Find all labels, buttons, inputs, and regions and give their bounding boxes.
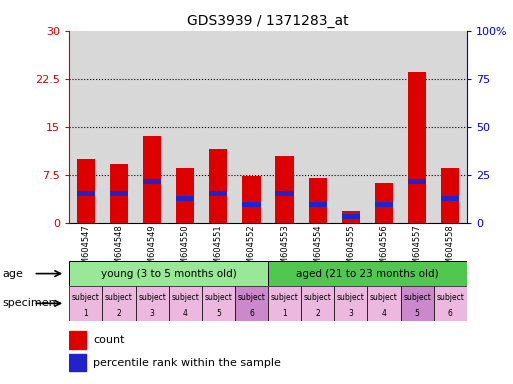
Bar: [135, 286, 169, 321]
Bar: [275, 156, 294, 223]
Text: percentile rank within the sample: percentile rank within the sample: [93, 358, 281, 367]
Bar: [103, 286, 135, 321]
Bar: [408, 179, 426, 184]
Text: subject: subject: [337, 293, 365, 302]
Text: 1: 1: [84, 308, 88, 318]
Text: specimen: specimen: [3, 298, 56, 308]
Text: young (3 to 5 months old): young (3 to 5 months old): [101, 268, 236, 279]
Text: 3: 3: [348, 308, 353, 318]
Bar: [143, 179, 161, 184]
Text: 6: 6: [448, 308, 452, 318]
Text: 6: 6: [249, 308, 254, 318]
Bar: [242, 202, 261, 207]
Bar: [169, 286, 202, 321]
Bar: [309, 202, 327, 207]
Text: 2: 2: [116, 308, 122, 318]
Text: 4: 4: [183, 308, 188, 318]
Text: 4: 4: [382, 308, 386, 318]
Bar: [268, 261, 467, 286]
Bar: [176, 168, 194, 223]
Bar: [202, 286, 235, 321]
Bar: [401, 31, 433, 223]
Bar: [242, 176, 261, 223]
Bar: [103, 31, 135, 223]
Bar: [441, 196, 459, 201]
Text: 1: 1: [282, 308, 287, 318]
Bar: [135, 31, 169, 223]
Text: 5: 5: [415, 308, 420, 318]
Text: subject: subject: [72, 293, 100, 302]
Text: aged (21 to 23 months old): aged (21 to 23 months old): [296, 268, 439, 279]
Text: subject: subject: [204, 293, 232, 302]
Text: 2: 2: [315, 308, 320, 318]
Bar: [69, 286, 103, 321]
Text: subject: subject: [171, 293, 199, 302]
Bar: [268, 286, 301, 321]
Bar: [77, 159, 95, 223]
Text: subject: subject: [105, 293, 133, 302]
Text: subject: subject: [370, 293, 398, 302]
Bar: [235, 286, 268, 321]
Text: subject: subject: [138, 293, 166, 302]
Text: subject: subject: [271, 293, 299, 302]
Bar: [69, 354, 86, 371]
Bar: [209, 149, 227, 223]
Text: subject: subject: [304, 293, 332, 302]
Bar: [275, 191, 294, 197]
Bar: [110, 164, 128, 223]
Bar: [69, 31, 103, 223]
Bar: [268, 31, 301, 223]
Text: 3: 3: [150, 308, 154, 318]
Bar: [441, 168, 459, 223]
Bar: [202, 31, 235, 223]
Text: subject: subject: [403, 293, 431, 302]
Bar: [334, 286, 367, 321]
Bar: [301, 31, 334, 223]
Bar: [176, 196, 194, 201]
Bar: [367, 31, 401, 223]
Text: 5: 5: [216, 308, 221, 318]
Bar: [143, 136, 161, 223]
Bar: [209, 191, 227, 197]
Bar: [110, 191, 128, 197]
Bar: [309, 178, 327, 223]
Bar: [408, 72, 426, 223]
Bar: [401, 286, 433, 321]
Bar: [342, 214, 360, 219]
Bar: [433, 31, 467, 223]
Bar: [169, 31, 202, 223]
Text: count: count: [93, 335, 125, 345]
Bar: [301, 286, 334, 321]
Bar: [375, 183, 393, 223]
Bar: [375, 202, 393, 207]
Bar: [334, 31, 367, 223]
Text: subject: subject: [238, 293, 265, 302]
Text: age: age: [3, 268, 24, 279]
Bar: [235, 31, 268, 223]
Bar: [77, 191, 95, 197]
Title: GDS3939 / 1371283_at: GDS3939 / 1371283_at: [187, 14, 349, 28]
Text: subject: subject: [437, 293, 464, 302]
Bar: [367, 286, 401, 321]
Bar: [69, 331, 86, 349]
Bar: [342, 211, 360, 223]
Bar: [69, 261, 268, 286]
Bar: [433, 286, 467, 321]
